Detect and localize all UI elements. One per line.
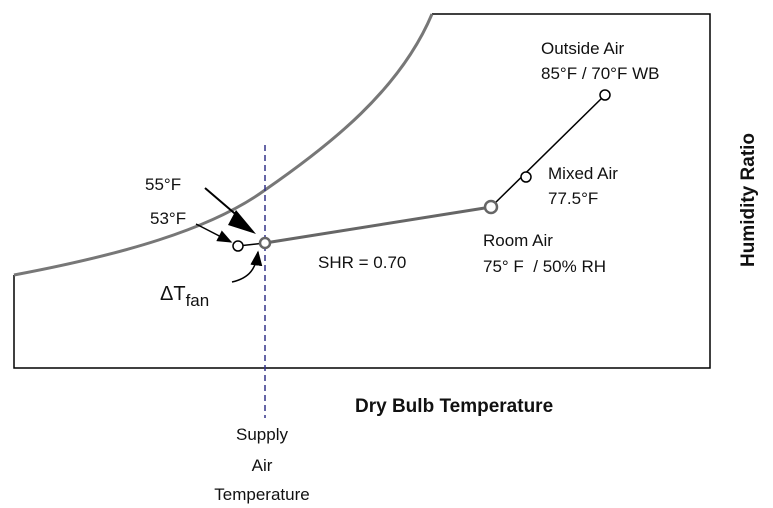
label: SHR = 0.70 [318,253,406,272]
label: Mixed Air [548,164,618,183]
supply-arrow-shaft [204,187,241,219]
coil-arrow [195,223,233,243]
room-air-point [483,199,499,215]
label: 77.5°F [548,189,598,208]
mixing-line [490,94,606,208]
label: Temperature [214,485,309,504]
label: Outside Air [541,39,624,58]
coil-point [232,240,244,252]
label: Room Air [483,231,553,250]
label: 55°F [145,175,181,194]
mixed-air-point [520,171,532,183]
label: Supply [236,425,288,444]
label: 75° F / 50% RH [483,257,606,276]
label: fan [186,291,210,310]
label: 85°F / 70°F WB [541,64,659,83]
label: ΔT [160,283,186,305]
label: 53°F [150,209,186,228]
shr-line [264,205,492,245]
supply-arrow-head [228,210,256,234]
outside-air-point [599,89,611,101]
supply-air-point [258,236,272,250]
saturation-curve [13,13,434,277]
y-axis-label: Humidity Ratio [738,133,759,267]
fan-arrow [231,250,263,283]
chart-boundary [13,13,711,369]
x-axis-label: Dry Bulb Temperature [355,396,553,417]
label: Air [252,456,273,475]
fan-delta-label: ΔTfan [160,283,209,310]
